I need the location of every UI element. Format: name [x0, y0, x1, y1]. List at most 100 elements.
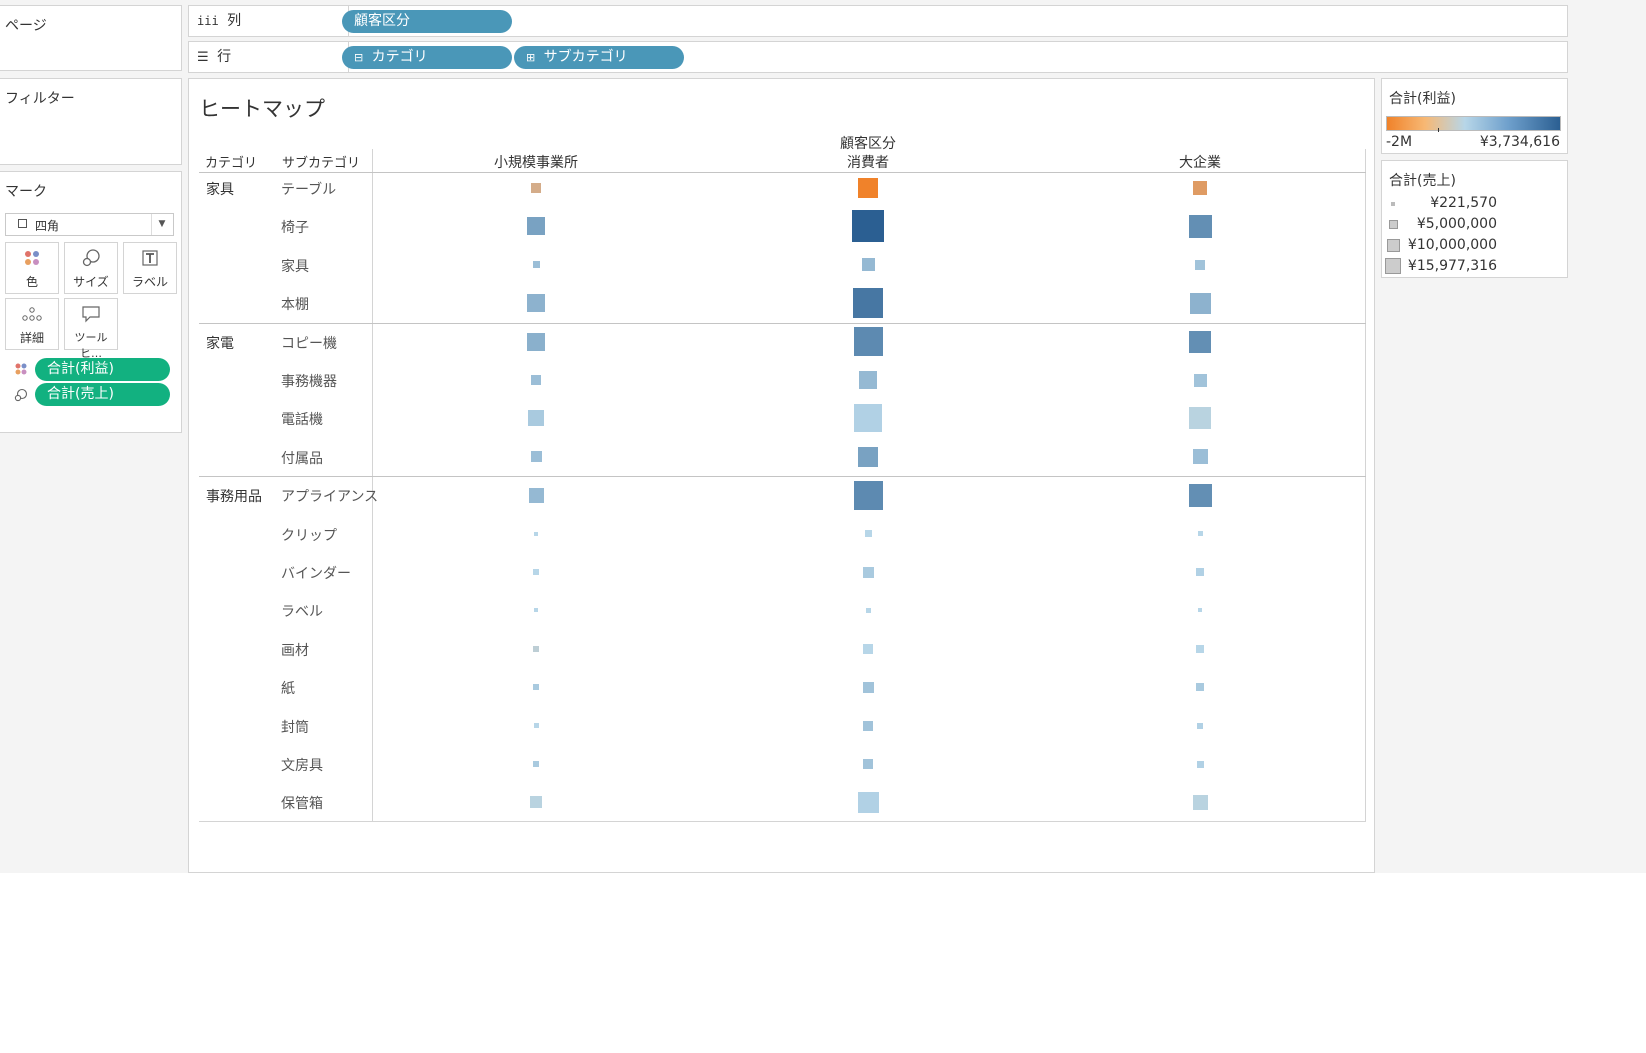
size-legend-item-2: ¥5,000,000: [1416, 216, 1497, 232]
pill-sum-sales[interactable]: 合計(売上): [35, 383, 170, 406]
heatmap-square[interactable]: [1190, 293, 1211, 314]
mark-type-label: 四角: [35, 219, 60, 233]
heatmap-square[interactable]: [1196, 645, 1204, 653]
heatmap-square[interactable]: [528, 410, 544, 426]
subcategory-label: 椅子: [281, 220, 309, 236]
size-icon: [14, 388, 28, 406]
size-legend[interactable]: 合計(売上) ¥221,570 ¥5,000,000 ¥10,000,000 ¥…: [1381, 160, 1568, 278]
subcategory-label: 事務機器: [281, 374, 337, 390]
heatmap-square[interactable]: [862, 258, 875, 271]
heatmap-square[interactable]: [863, 759, 873, 769]
pill-label: 合計(売上): [47, 386, 114, 402]
heatmap-square[interactable]: [533, 261, 540, 268]
heatmap-square[interactable]: [863, 682, 874, 693]
heatmap-square[interactable]: [1197, 723, 1203, 729]
heatmap-square[interactable]: [858, 792, 879, 813]
heatmap-square[interactable]: [529, 488, 544, 503]
heatmap-square[interactable]: [1189, 331, 1211, 353]
collapse-icon[interactable]: ⊟: [354, 51, 364, 64]
pill-label: 合計(利益): [47, 361, 114, 377]
heatmap-square[interactable]: [854, 481, 883, 510]
label-t-icon: [124, 249, 176, 273]
pill-subcategory[interactable]: ⊞ サブカテゴリ: [514, 46, 684, 69]
heatmap-square[interactable]: [853, 288, 883, 318]
heatmap-square[interactable]: [1195, 260, 1205, 270]
heatmap-square[interactable]: [859, 371, 877, 389]
row-header-category: カテゴリ: [205, 156, 258, 171]
size-legend-item-3: ¥10,000,000: [1407, 237, 1497, 253]
color-button[interactable]: 色: [5, 242, 59, 294]
heatmap-square[interactable]: [858, 447, 878, 467]
color-legend[interactable]: 合計(利益) -2M ¥3,734,616: [1381, 78, 1568, 154]
heatmap-square[interactable]: [534, 723, 539, 728]
worksheet-view: ヒートマップ カテゴリ サブカテゴリ 顧客区分 小規模事業所 消費者 大企業 家具 テー…: [188, 78, 1375, 873]
pages-shelf-label: ページ: [5, 18, 47, 34]
tooltip-button[interactable]: ツールヒ…: [64, 298, 118, 360]
heatmap-square[interactable]: [534, 608, 538, 612]
row-header-divider: [372, 149, 373, 822]
subcategory-label: クリップ: [281, 528, 337, 544]
size-legend-square-1: [1391, 202, 1395, 206]
table-bottom-border: [199, 821, 1366, 822]
rows-icon: ☰: [197, 50, 209, 65]
heatmap-square[interactable]: [854, 404, 882, 432]
heatmap-square[interactable]: [1196, 568, 1204, 576]
detail-button[interactable]: 詳細: [5, 298, 59, 350]
detail-label: 詳細: [19, 331, 44, 345]
heatmap-square[interactable]: [1189, 215, 1212, 238]
heatmap-square[interactable]: [1189, 484, 1212, 507]
subcategory-label: テーブル: [281, 182, 337, 198]
tableau-workspace: ページ iii 列 顧客区分 ☰ 行 ⊟ カテゴリ ⊞ サブカテゴリ フィルター…: [0, 0, 1646, 873]
subcategory-label: 付属品: [281, 451, 323, 467]
heatmap-square[interactable]: [527, 294, 545, 312]
heatmap-square[interactable]: [531, 183, 541, 193]
detail-dots-icon: [6, 305, 58, 329]
columns-shelf[interactable]: iii 列 顧客区分: [188, 5, 1568, 37]
pages-shelf[interactable]: ページ: [0, 5, 182, 71]
size-legend-square-2: [1389, 220, 1398, 229]
heatmap-square[interactable]: [1198, 531, 1203, 536]
heatmap-square[interactable]: [533, 761, 539, 767]
heatmap-square[interactable]: [533, 684, 539, 690]
filters-shelf[interactable]: フィルター: [0, 78, 182, 165]
pill-sum-profit[interactable]: 合計(利益): [35, 358, 170, 381]
heatmap-square[interactable]: [533, 646, 539, 652]
heatmap-square[interactable]: [854, 327, 883, 356]
heatmap-square[interactable]: [858, 178, 878, 198]
heatmap-square[interactable]: [1193, 449, 1208, 464]
heatmap-square[interactable]: [863, 567, 874, 578]
rows-shelf-label: 行: [217, 49, 232, 65]
category-divider: [199, 323, 1366, 324]
heatmap-square[interactable]: [1193, 181, 1207, 195]
rows-shelf[interactable]: ☰ 行 ⊟ カテゴリ ⊞ サブカテゴリ: [188, 41, 1568, 73]
color-legend-min: -2M: [1386, 134, 1413, 150]
label-button[interactable]: ラベル: [123, 242, 177, 294]
heatmap-square[interactable]: [1189, 407, 1211, 429]
heatmap-square[interactable]: [533, 569, 539, 575]
subcategory-label: 家具: [281, 259, 309, 275]
size-button[interactable]: サイズ: [64, 242, 118, 294]
heatmap-square[interactable]: [534, 532, 538, 536]
heatmap-square[interactable]: [1197, 761, 1204, 768]
heatmap-square[interactable]: [1193, 795, 1208, 810]
heatmap-square[interactable]: [531, 451, 542, 462]
pill-customer-segment[interactable]: 顧客区分: [342, 10, 512, 33]
mark-type-dropdown[interactable]: 四角 ▼: [5, 213, 174, 236]
expand-icon[interactable]: ⊞: [526, 51, 536, 64]
pill-category[interactable]: ⊟ カテゴリ: [342, 46, 512, 69]
heatmap-square[interactable]: [866, 608, 871, 613]
heatmap-square[interactable]: [527, 333, 545, 351]
heatmap-square[interactable]: [1198, 608, 1202, 612]
columns-shelf-label: 列: [227, 13, 242, 29]
heatmap-square[interactable]: [527, 217, 545, 235]
heatmap-square[interactable]: [863, 721, 873, 731]
pill-label: 顧客区分: [354, 13, 410, 29]
heatmap-square[interactable]: [530, 796, 542, 808]
subcategory-label: コピー機: [281, 336, 337, 352]
heatmap-square[interactable]: [863, 644, 873, 654]
heatmap-square[interactable]: [852, 210, 884, 242]
heatmap-square[interactable]: [531, 375, 541, 385]
heatmap-square[interactable]: [865, 530, 872, 537]
heatmap-square[interactable]: [1194, 374, 1207, 387]
heatmap-square[interactable]: [1196, 683, 1204, 691]
